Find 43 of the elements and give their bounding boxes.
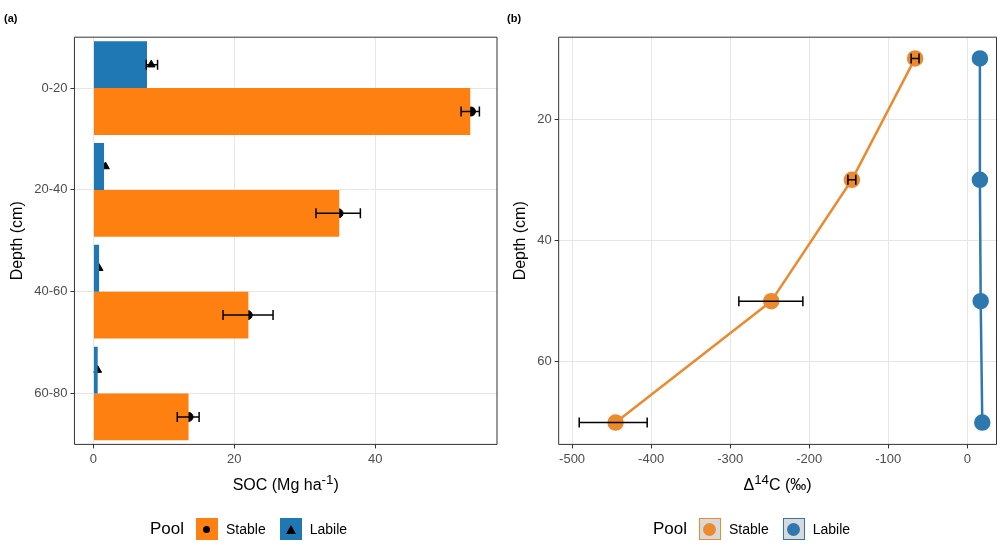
bar [93, 393, 189, 441]
bar [93, 88, 471, 135]
x-tick-label: -400 [638, 450, 665, 466]
x-tick-label: -100 [875, 450, 902, 466]
y-tick-label: 20 [537, 110, 552, 126]
y-axis-title: Depth (cm) [8, 201, 26, 281]
bar [93, 244, 100, 292]
bar [93, 291, 249, 339]
y-tick-label: 40-60 [34, 283, 68, 299]
point [971, 171, 989, 189]
legend-label: Stable [728, 521, 769, 537]
legend-label: Labile [309, 521, 348, 537]
bar [93, 189, 340, 237]
chart-title: (a) [4, 11, 18, 24]
x-tick-label: 20 [227, 450, 242, 466]
legend-label: Stable [225, 521, 266, 537]
legend-title: Pool [149, 519, 184, 539]
y-axis-title: Depth (cm) [511, 201, 529, 281]
x-tick-label: 40 [367, 450, 383, 466]
point [607, 414, 624, 431]
chart-title: (b) [507, 11, 522, 24]
y-tick-label: 60 [537, 353, 552, 369]
y-tick-label: 40 [537, 232, 552, 248]
y-tick-label: 0-20 [41, 79, 68, 95]
x-axis-title: Δ$^{14}$C (‰) [742, 472, 813, 495]
point [906, 50, 924, 67]
point [843, 171, 861, 189]
legend-title: Pool [652, 519, 687, 539]
point [974, 414, 991, 431]
point [971, 50, 989, 67]
y-tick-label: 60-80 [34, 385, 68, 401]
x-tick-label: -500 [559, 450, 586, 466]
bar [93, 143, 105, 190]
bar [93, 41, 147, 89]
legend-label: Labile [812, 521, 851, 537]
bar [93, 346, 98, 394]
point [972, 292, 989, 310]
x-tick-label: -300 [717, 450, 744, 466]
x-axis-title: SOC (Mg ha$^{-1}$) [231, 472, 340, 495]
x-tick-label: 0 [963, 450, 971, 466]
x-tick-label: 0 [89, 450, 98, 466]
y-tick-label: 20-40 [34, 181, 68, 197]
x-tick-label: -200 [796, 450, 823, 466]
